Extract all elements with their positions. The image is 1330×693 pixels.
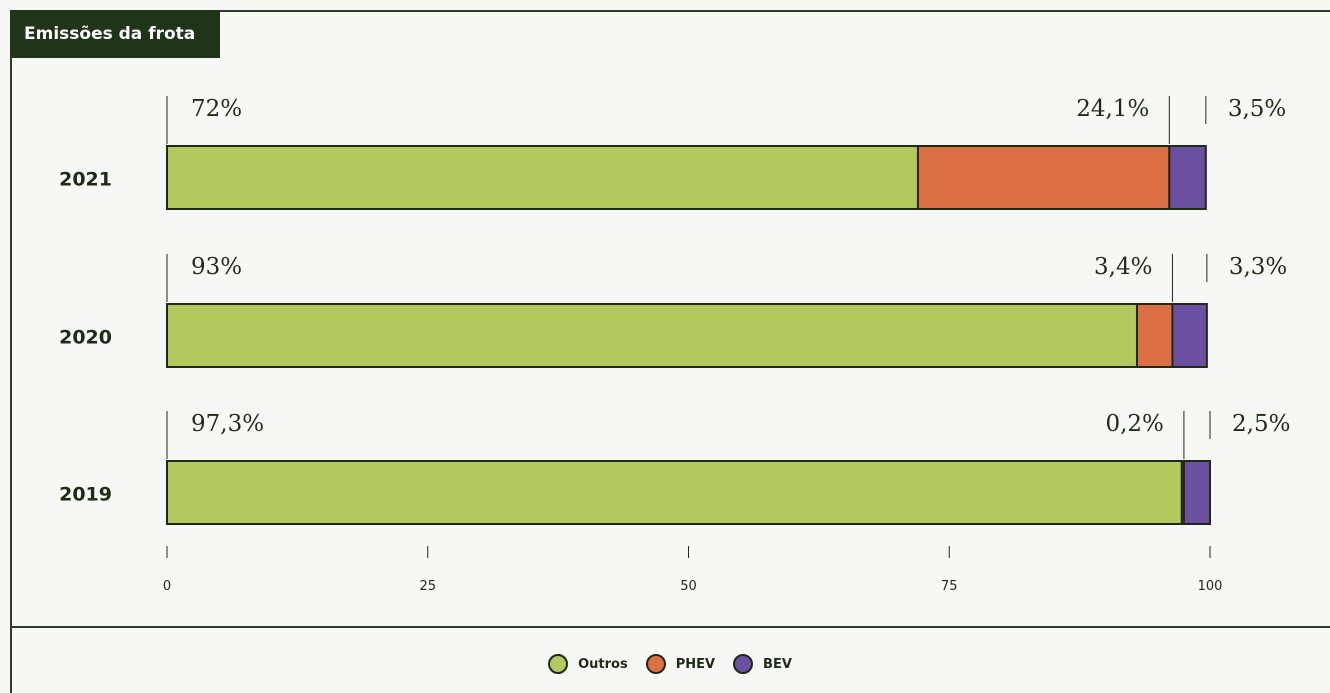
bar-segment-outros: [166, 303, 1138, 368]
legend-swatch: [548, 654, 569, 674]
legend-item: Outros: [548, 654, 628, 674]
legend-item: PHEV: [645, 654, 716, 674]
legend-label: Outros: [578, 656, 628, 672]
data-label: 3,4%: [1094, 254, 1152, 280]
category-label: 2020: [59, 327, 112, 349]
bar-segment-phev: [916, 145, 1171, 210]
bar-segment-bev: [1182, 460, 1212, 525]
category-label: 2021: [59, 169, 112, 191]
x-tick-label: 50: [680, 579, 697, 594]
legend: Outros PHEV BEV: [0, 650, 1330, 678]
legend-item: BEV: [733, 654, 792, 674]
legend-swatch: [645, 654, 666, 674]
chart-title: Emissões da frota: [10, 10, 220, 58]
data-label: 3,3%: [1229, 254, 1287, 280]
x-tick-label: 0: [163, 579, 171, 594]
legend-label: PHEV: [675, 656, 716, 672]
legend-swatch: [733, 654, 754, 674]
bar-segment-phev: [1135, 303, 1174, 368]
data-label: 97,3%: [191, 411, 264, 437]
data-label: 0,2%: [1105, 411, 1163, 437]
bar-segment-outros: [166, 460, 1183, 525]
data-label: 24,1%: [1076, 96, 1149, 122]
data-label: 93%: [191, 254, 242, 280]
x-tick-label: 25: [419, 579, 436, 594]
legend-label: BEV: [763, 656, 792, 672]
x-tick-label: 100: [1198, 579, 1223, 594]
x-tick-label: 75: [941, 579, 958, 594]
bar-chart: 2021 72% 24,1% 3,5% 2020 93% 3,4% 3,3% 2019 97,3%…: [59, 96, 1290, 594]
data-label: 2,5%: [1232, 411, 1290, 437]
data-label: 3,5%: [1228, 96, 1286, 122]
category-label: 2019: [59, 484, 112, 506]
legend-divider: [10, 626, 1330, 628]
bar-segment-outros: [166, 145, 919, 210]
bar-segment-bev: [1171, 303, 1208, 368]
bar-segment-bev: [1168, 145, 1207, 210]
data-label: 72%: [191, 96, 242, 122]
